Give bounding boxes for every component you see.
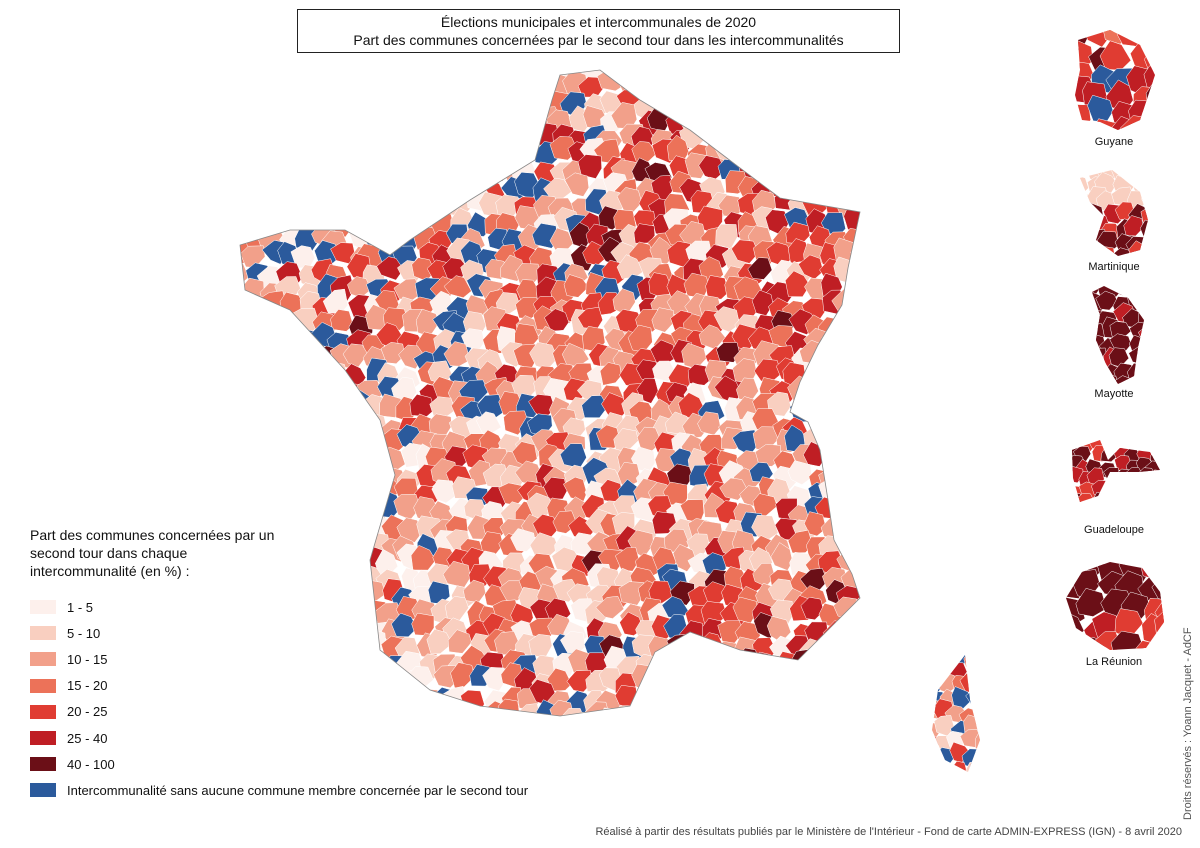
inset-label-martinique: Martinique (1088, 261, 1140, 273)
legend-label: 25 - 40 (67, 730, 108, 746)
legend-swatch (30, 783, 56, 798)
legend-swatch (30, 757, 56, 772)
source-note: Réalisé à partir des résultats publiés p… (595, 826, 1182, 838)
inset-label-reunion: La Réunion (1085, 656, 1143, 668)
copyright-credit: Droits réservés : Yoann Jacquet - AdCF (1182, 627, 1194, 820)
legend-item: 15 - 20 (30, 673, 528, 699)
corsica-map (932, 655, 980, 772)
inset-reunion-map (1066, 562, 1164, 650)
legend-swatch (30, 678, 56, 693)
legend-item: 25 - 40 (30, 725, 528, 751)
legend-label: 40 - 100 (67, 756, 115, 772)
inset-label-guadeloupe: Guadeloupe (1084, 524, 1144, 536)
legend-item: 10 - 15 (30, 646, 528, 672)
inset-label-guyane: Guyane (1094, 136, 1134, 148)
inset-martinique-map (1080, 170, 1148, 256)
legend-item: 40 - 100 (30, 751, 528, 777)
inset-mayotte-map (1092, 286, 1144, 384)
legend-item: Intercommunalité sans aucune commune mem… (30, 777, 528, 803)
map-subtitle: Part des communes concernées par le seco… (353, 32, 844, 48)
legend: 1 - 5 5 - 10 10 - 15 15 - 20 20 - 25 25 … (30, 594, 528, 804)
map-title-box: Élections municipales et intercommunales… (297, 9, 900, 53)
legend-label: 5 - 10 (67, 625, 101, 641)
inset-label-mayotte: Mayotte (1094, 388, 1134, 400)
legend-label: 1 - 5 (67, 599, 94, 615)
legend-title: Part des communes concernées par un seco… (30, 527, 275, 579)
legend-swatch (30, 652, 56, 667)
legend-swatch (30, 731, 56, 746)
map-title: Élections municipales et intercommunales… (440, 14, 757, 30)
legend-label: 20 - 25 (67, 704, 108, 720)
legend-label: 15 - 20 (67, 678, 108, 694)
legend-item: 5 - 10 (30, 620, 528, 646)
legend-item: 20 - 25 (30, 699, 528, 725)
legend-swatch (30, 600, 56, 615)
inset-guyane-map (1075, 30, 1155, 130)
inset-guadeloupe-map (1072, 440, 1160, 502)
legend-label: Intercommunalité sans aucune commune mem… (67, 782, 529, 798)
legend-swatch (30, 626, 56, 641)
legend-item: 1 - 5 (30, 594, 528, 620)
legend-label: 10 - 15 (67, 651, 108, 667)
legend-swatch (30, 704, 56, 719)
